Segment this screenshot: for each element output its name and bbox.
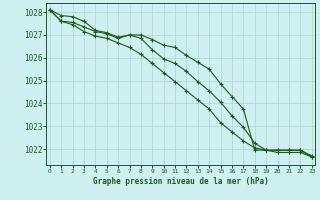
X-axis label: Graphe pression niveau de la mer (hPa): Graphe pression niveau de la mer (hPa) bbox=[93, 177, 269, 186]
